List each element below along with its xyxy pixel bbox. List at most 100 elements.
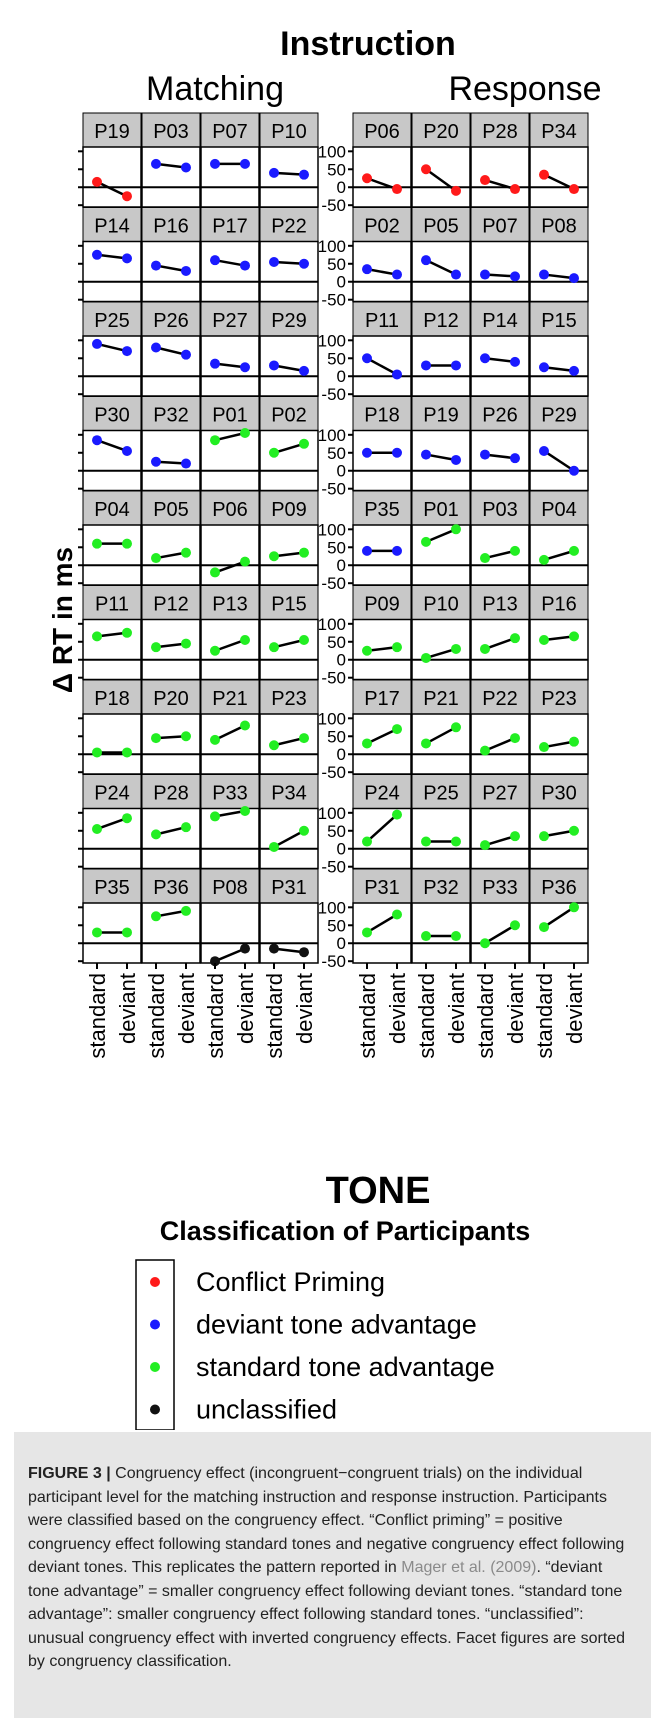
facet-strip-label: P02: [271, 405, 307, 427]
data-point-standard: [421, 255, 431, 266]
facet-strip-label: P11: [365, 310, 399, 332]
y-tick-label: 0: [337, 745, 346, 764]
facet-strip-label: P15: [271, 594, 307, 616]
facet-plot: [259, 429, 319, 492]
facet-strip: [141, 679, 201, 715]
y-tick-label: 0: [337, 273, 346, 292]
data-point-standard: [480, 353, 490, 364]
data-point-standard: [151, 260, 161, 271]
data-point-standard: [92, 927, 102, 938]
data-point-deviant: [451, 524, 461, 535]
data-point-standard: [480, 449, 490, 460]
facet-strip-label: P03: [153, 121, 189, 143]
facet-strip-label: P26: [153, 310, 189, 332]
facet-plot: [82, 146, 142, 208]
facet-strip: [259, 112, 319, 148]
data-point-deviant: [181, 349, 191, 360]
facet-plot: [470, 429, 530, 492]
facet-strip-label: P07: [212, 121, 248, 143]
series-line: [214, 362, 246, 369]
series-line: [155, 825, 187, 836]
series-line: [273, 638, 305, 649]
facet-plot: [259, 902, 319, 964]
series-line: [96, 439, 128, 453]
facet-plot: [259, 146, 319, 208]
facet-plot: [411, 902, 471, 964]
legend-title: Classification of Participants: [160, 1216, 531, 1246]
x-axis-label: TONE: [326, 1170, 431, 1212]
facet-strip-label: P10: [423, 594, 459, 616]
facet-strip-label: P26: [482, 405, 518, 427]
facet-strip: [141, 396, 201, 431]
series-line: [425, 168, 457, 192]
legend-key-box: [135, 1259, 175, 1430]
facet-strip: [259, 868, 319, 904]
facet-strip: [411, 207, 471, 242]
data-point-deviant: [569, 902, 579, 913]
facet-strip: [82, 490, 142, 526]
legend-label-conflict: Conflict Priming: [196, 1267, 385, 1297]
facet-plot: [141, 335, 201, 397]
data-point-deviant: [451, 643, 461, 654]
facet-strip: [352, 301, 412, 337]
facet-strip: [470, 868, 530, 904]
facet-plot: [411, 429, 471, 492]
facet-strip-label: P11: [95, 594, 129, 616]
data-point-standard: [539, 169, 549, 180]
series-line: [366, 913, 398, 934]
data-point-deviant: [392, 724, 402, 735]
series-line: [484, 273, 516, 278]
facet-strip: [200, 585, 260, 620]
series-line: [484, 834, 516, 847]
facet-plot: [82, 240, 142, 303]
data-point-deviant: [299, 169, 309, 180]
caption-reference-link[interactable]: Mager et al. (2009): [401, 1559, 537, 1576]
data-point-standard: [421, 652, 431, 663]
facet-strip: [352, 396, 412, 431]
facet-strip-label: P35: [364, 499, 400, 521]
series-line: [543, 635, 575, 642]
data-point-deviant: [240, 260, 250, 271]
y-tick-label: -50: [321, 196, 346, 215]
data-point-deviant: [569, 273, 579, 284]
data-point-standard: [269, 841, 279, 852]
facet-strip-label: P28: [153, 783, 189, 805]
y-axis-label: Δ RT in ms: [47, 547, 78, 693]
series-line: [273, 829, 305, 849]
data-point-standard: [210, 158, 220, 169]
y-tick-label: -50: [321, 574, 346, 593]
facet-strip: [200, 396, 260, 431]
data-point-deviant: [569, 545, 579, 556]
facet-strip-label: P31: [271, 877, 307, 899]
facet-plot: [529, 618, 589, 681]
data-point-standard: [92, 631, 102, 642]
facet-strip: [470, 301, 530, 337]
data-point-deviant: [451, 360, 461, 371]
facet-strip: [82, 301, 142, 337]
facet-strip: [259, 679, 319, 715]
facet-plot: [352, 713, 412, 775]
facet-strip: [259, 585, 319, 620]
facet-strip: [141, 207, 201, 242]
facet-strip-label: P13: [482, 594, 518, 616]
facet-strip-label: P36: [153, 877, 189, 899]
facet-strip-label: P27: [212, 310, 248, 332]
facet-plot: [529, 240, 589, 303]
data-point-standard: [539, 742, 549, 753]
data-point-standard: [269, 167, 279, 178]
data-point-deviant: [451, 931, 461, 942]
series-line: [155, 264, 187, 273]
data-point-deviant: [510, 920, 520, 931]
x-tick-label: standard: [144, 973, 169, 1059]
facet-strip: [529, 207, 589, 242]
data-point-deviant: [451, 722, 461, 733]
data-point-deviant: [392, 369, 402, 380]
facet-plot: [411, 240, 471, 303]
data-point-standard: [210, 567, 220, 578]
facet-strip: [352, 490, 412, 526]
data-point-deviant: [122, 747, 132, 758]
data-point-standard: [210, 811, 220, 822]
y-tick-label: 50: [327, 444, 346, 463]
data-point-deviant: [299, 547, 309, 558]
facet-strip-label: P29: [271, 310, 307, 332]
